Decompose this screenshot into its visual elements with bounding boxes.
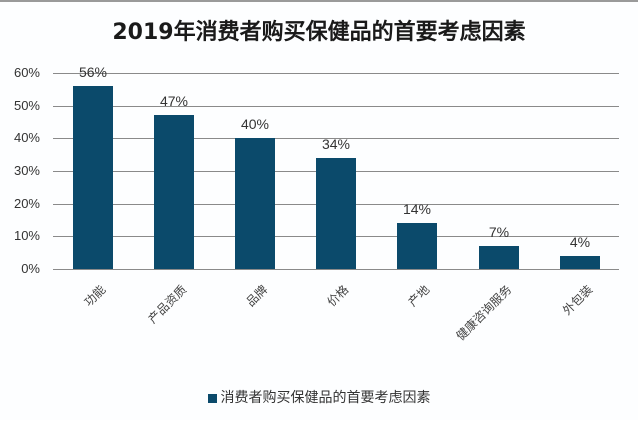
bar xyxy=(154,115,194,269)
x-tick-label: 品牌 xyxy=(243,282,271,310)
data-label: 34% xyxy=(321,135,351,152)
bar xyxy=(397,223,437,269)
data-label: 56% xyxy=(78,64,108,81)
x-tick-label: 功能 xyxy=(81,282,109,310)
y-tick-label: 20% xyxy=(13,196,40,211)
x-tick-label: 产地 xyxy=(405,282,433,310)
gridline xyxy=(53,138,619,139)
bar xyxy=(316,157,356,269)
data-label: 4% xyxy=(569,233,591,250)
data-label: 7% xyxy=(488,224,510,241)
y-tick-label: 10% xyxy=(13,228,40,243)
chart-title: 2019年消费者购买保健品的首要考虑因素 xyxy=(112,20,526,45)
y-tick-label: 50% xyxy=(13,98,40,113)
y-tick-label: 0% xyxy=(21,261,40,276)
y-tick-label: 60% xyxy=(13,65,40,80)
legend-swatch-icon xyxy=(207,393,217,403)
y-tick-label: 40% xyxy=(13,130,40,145)
bar xyxy=(235,138,275,269)
gridline xyxy=(53,106,619,107)
data-label: 40% xyxy=(240,116,270,133)
legend-label: 消费者购买保健品的首要考虑因素 xyxy=(220,390,431,406)
x-tick-label: 外包装 xyxy=(559,282,596,318)
bar xyxy=(479,246,519,269)
gridline xyxy=(53,73,619,74)
x-tick-label: 健康咨询服务 xyxy=(453,282,515,344)
x-tick-label: 产品资质 xyxy=(145,282,190,327)
x-tick-label: 价格 xyxy=(324,282,352,310)
legend: 消费者购买保健品的首要考虑因素 xyxy=(0,387,638,407)
data-label: 14% xyxy=(402,201,432,218)
bar xyxy=(73,86,113,269)
y-tick-label: 30% xyxy=(13,163,40,178)
bar xyxy=(560,255,600,269)
data-label: 47% xyxy=(159,93,189,110)
gridline xyxy=(53,269,619,270)
